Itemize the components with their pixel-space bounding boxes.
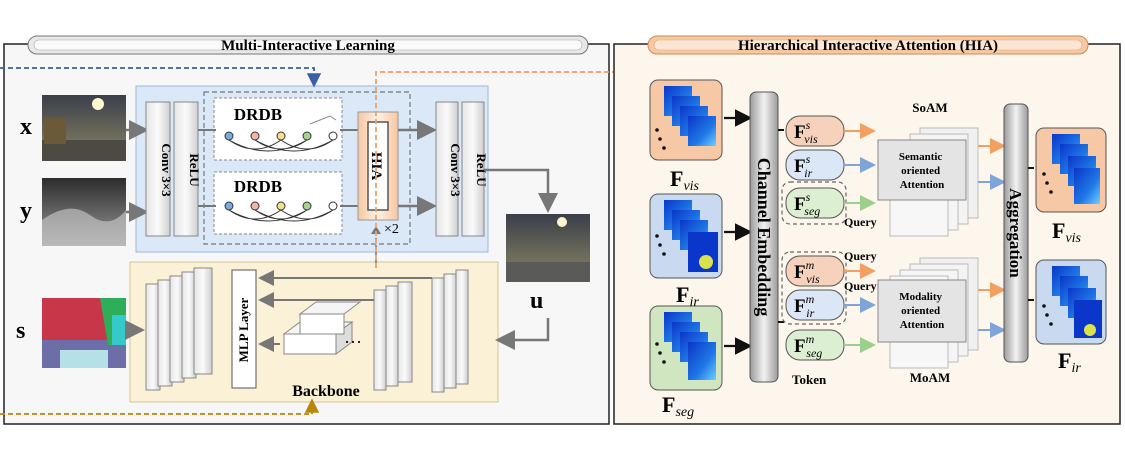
left-panel-title: Multi-Interactive Learning [221, 38, 395, 54]
aggregation-label: Aggregation [1006, 188, 1025, 278]
label-f-ir: Fir [676, 282, 699, 310]
input-image-x [42, 95, 126, 161]
backbone-small-blocks [282, 301, 362, 355]
semantic-attention-label: Semantic oriented Attention [899, 151, 945, 191]
label-out-f-ir: Fir [1058, 348, 1081, 376]
output-card-ir [1035, 259, 1107, 345]
feature-card-seg [649, 305, 723, 391]
token-label: Token [792, 372, 827, 387]
mlp-layer-label: MLP Layer [236, 297, 251, 362]
right-panel: Hierarchical Interactive Attention (HIA) [613, 35, 1121, 425]
label-y: y [20, 198, 32, 224]
input-image-y [42, 178, 126, 246]
label-x: x [20, 114, 32, 140]
token-m-ir: Fm ir [785, 289, 845, 321]
relu-left-label: ReLU [187, 153, 202, 187]
channel-embedding-label: Channel Embedding [754, 158, 774, 317]
modality-attention-label: Modality oriented Attention [899, 291, 945, 331]
backbone-dots: ··· [344, 332, 362, 352]
semantic-attention-stack [877, 127, 979, 237]
conv-right-label: Conv 3×3 [448, 143, 463, 197]
query-label-m-vis: Query [844, 249, 877, 263]
modality-attention-stack [877, 257, 979, 369]
aggregation-bar [1003, 103, 1029, 363]
output-card-vis [1035, 127, 1107, 213]
drdb-bottom-block: DRDB [213, 171, 343, 235]
query-label-m-ir: Query [844, 279, 877, 293]
feature-card-ir [649, 193, 723, 279]
backbone-decoder-stack-2 [431, 269, 469, 393]
label-f-seg: Fseg [662, 392, 694, 420]
blue-dashed-connector [0, 67, 322, 88]
mlp-layer-block [231, 269, 257, 389]
relu-left-block [173, 101, 199, 237]
input-image-s [42, 298, 126, 368]
relu-right-label: ReLU [474, 153, 489, 187]
conv-right-block [435, 101, 459, 237]
label-f-vis: Fvis [670, 166, 700, 194]
drdb-bottom-label: DRDB [234, 177, 282, 196]
drdb-top-block: DRDB [213, 97, 343, 161]
backbone-decoder-stack-1 [373, 281, 413, 391]
moam-label: MoAM [910, 370, 950, 385]
query-label-s: Query [844, 215, 877, 229]
token-s-vis: Fs vis [785, 115, 845, 147]
gold-dashed-connector [0, 398, 320, 415]
backbone-label: Backbone [292, 383, 360, 400]
right-panel-title: Hierarchical Interactive Attention (HIA) [738, 38, 998, 54]
channel-embedding-bar [749, 91, 779, 383]
token-m-seg: Fm seg [785, 329, 845, 361]
backbone-encoder-stack [145, 267, 213, 391]
hia-block-label: HIA [368, 152, 384, 181]
label-s: s [16, 318, 25, 344]
token-m-vis: Fm vis [785, 255, 845, 287]
label-u: u [530, 288, 543, 314]
times-two-label: ×2 [384, 222, 399, 237]
conv-left-label: Conv 3×3 [159, 143, 174, 197]
conv-left-block [145, 101, 171, 237]
token-s-seg: Fs seg [785, 187, 845, 219]
soam-label: SoAM [912, 100, 947, 115]
output-image-u [506, 214, 590, 282]
label-out-f-vis: Fvis [1052, 218, 1082, 246]
drdb-top-label: DRDB [234, 105, 282, 124]
feature-card-vis [649, 79, 723, 161]
token-s-ir: Fs ir [785, 149, 845, 181]
left-panel: Multi-Interactive Learning x y s [0, 35, 874, 425]
